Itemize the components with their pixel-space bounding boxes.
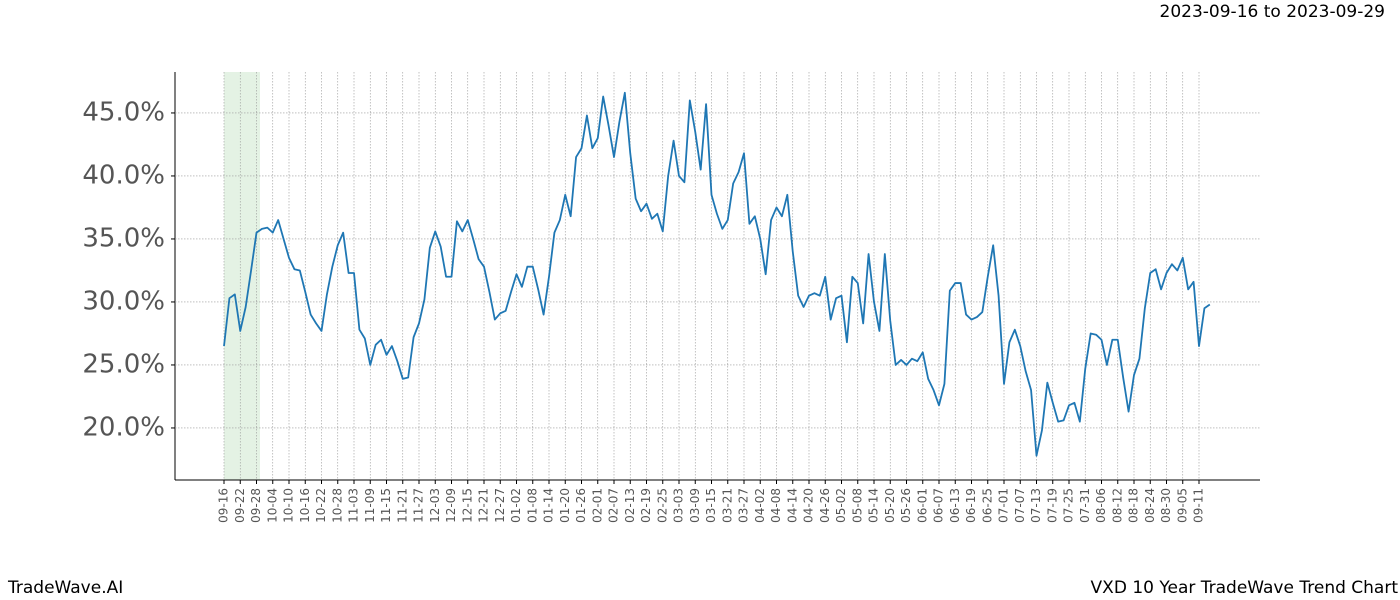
x-tick-label: 09-16 — [217, 488, 231, 523]
x-tick-label: 12-21 — [477, 488, 491, 523]
x-tick-label: 10-10 — [282, 488, 296, 523]
x-tick-label: 09-28 — [249, 488, 263, 523]
x-tick-label: 04-14 — [785, 488, 799, 523]
x-tick-label: 01-08 — [525, 488, 539, 523]
x-tick-label: 09-05 — [1175, 488, 1189, 523]
highlight-span — [224, 72, 260, 480]
x-tick-label: 08-12 — [1110, 488, 1124, 523]
x-tick-label: 12-15 — [460, 488, 474, 523]
x-tick-label: 06-01 — [915, 488, 929, 523]
x-tick-label: 05-20 — [883, 488, 897, 523]
x-tick-label: 10-16 — [298, 488, 312, 523]
x-tick-label: 08-06 — [1094, 488, 1108, 523]
x-tick-label: 03-09 — [688, 488, 702, 523]
footer-left: TradeWave.AI — [7, 578, 123, 598]
x-tick-label: 02-25 — [655, 488, 669, 523]
x-tick-label: 01-20 — [558, 488, 572, 523]
x-tick-label: 06-19 — [964, 488, 978, 523]
y-tick-label: 20.0% — [82, 412, 165, 442]
chart-title: 2023-09-16 to 2023-09-29 — [1160, 2, 1385, 22]
x-tick-label: 05-02 — [834, 488, 848, 523]
x-tick-label: 05-08 — [850, 488, 864, 523]
x-tick-label: 07-31 — [1078, 488, 1092, 523]
x-tick-label: 11-15 — [379, 488, 393, 523]
trend-line — [223, 91, 1211, 457]
x-tick-label: 01-26 — [574, 488, 588, 523]
x-tick-label: 03-27 — [737, 488, 751, 523]
x-tick-label: 10-28 — [330, 488, 344, 523]
x-tick-label: 04-26 — [818, 488, 832, 523]
x-tick-label: 06-25 — [980, 488, 994, 523]
x-tick-label: 11-27 — [412, 488, 426, 523]
x-tick-label: 07-01 — [997, 488, 1011, 523]
x-tick-label: 12-03 — [428, 488, 442, 523]
x-tick-label: 02-01 — [590, 488, 604, 523]
x-tick-label: 07-13 — [1029, 488, 1043, 523]
x-tick-label: 07-25 — [1062, 488, 1076, 523]
footer-right: VXD 10 Year TradeWave Trend Chart — [1091, 578, 1399, 598]
x-tick-label: 05-26 — [899, 488, 913, 523]
x-tick-label: 11-09 — [363, 488, 377, 523]
x-tick-label: 12-09 — [444, 488, 458, 523]
x-tick-label: 11-21 — [395, 488, 409, 523]
x-tick-label: 05-14 — [867, 488, 881, 523]
x-tick-label: 01-02 — [509, 488, 523, 523]
x-tick-label: 08-30 — [1159, 488, 1173, 523]
x-tick-label: 07-19 — [1045, 488, 1059, 523]
x-tick-label: 07-07 — [1013, 488, 1027, 523]
x-tick-label: 12-27 — [493, 488, 507, 523]
x-tick-label: 04-20 — [802, 488, 816, 523]
x-tick-label: 04-08 — [769, 488, 783, 523]
y-tick-label: 40.0% — [82, 160, 165, 190]
x-tick-label: 11-03 — [347, 488, 361, 523]
x-tick-label: 04-02 — [753, 488, 767, 523]
x-tick-label: 02-19 — [639, 488, 653, 523]
x-tick-label: 08-24 — [1143, 488, 1157, 523]
x-tick-label: 02-13 — [623, 488, 637, 523]
x-tick-label: 06-07 — [932, 488, 946, 523]
x-tick-label: 01-14 — [542, 488, 556, 523]
x-tick-label: 09-22 — [233, 488, 247, 523]
x-tick-label: 08-18 — [1127, 488, 1141, 523]
x-tick-label: 09-11 — [1192, 488, 1206, 523]
x-tick-label: 10-22 — [314, 488, 328, 523]
x-tick-label: 03-03 — [672, 488, 686, 523]
x-tick-label: 02-07 — [607, 488, 621, 523]
y-tick-label: 25.0% — [82, 349, 165, 379]
x-tick-label: 03-15 — [704, 488, 718, 523]
y-tick-label: 30.0% — [82, 286, 165, 316]
x-tick-label: 06-13 — [948, 488, 962, 523]
y-tick-label: 35.0% — [82, 223, 165, 253]
x-tick-label: 03-21 — [720, 488, 734, 523]
y-tick-label: 45.0% — [82, 97, 165, 127]
x-tick-label: 10-04 — [265, 488, 279, 523]
